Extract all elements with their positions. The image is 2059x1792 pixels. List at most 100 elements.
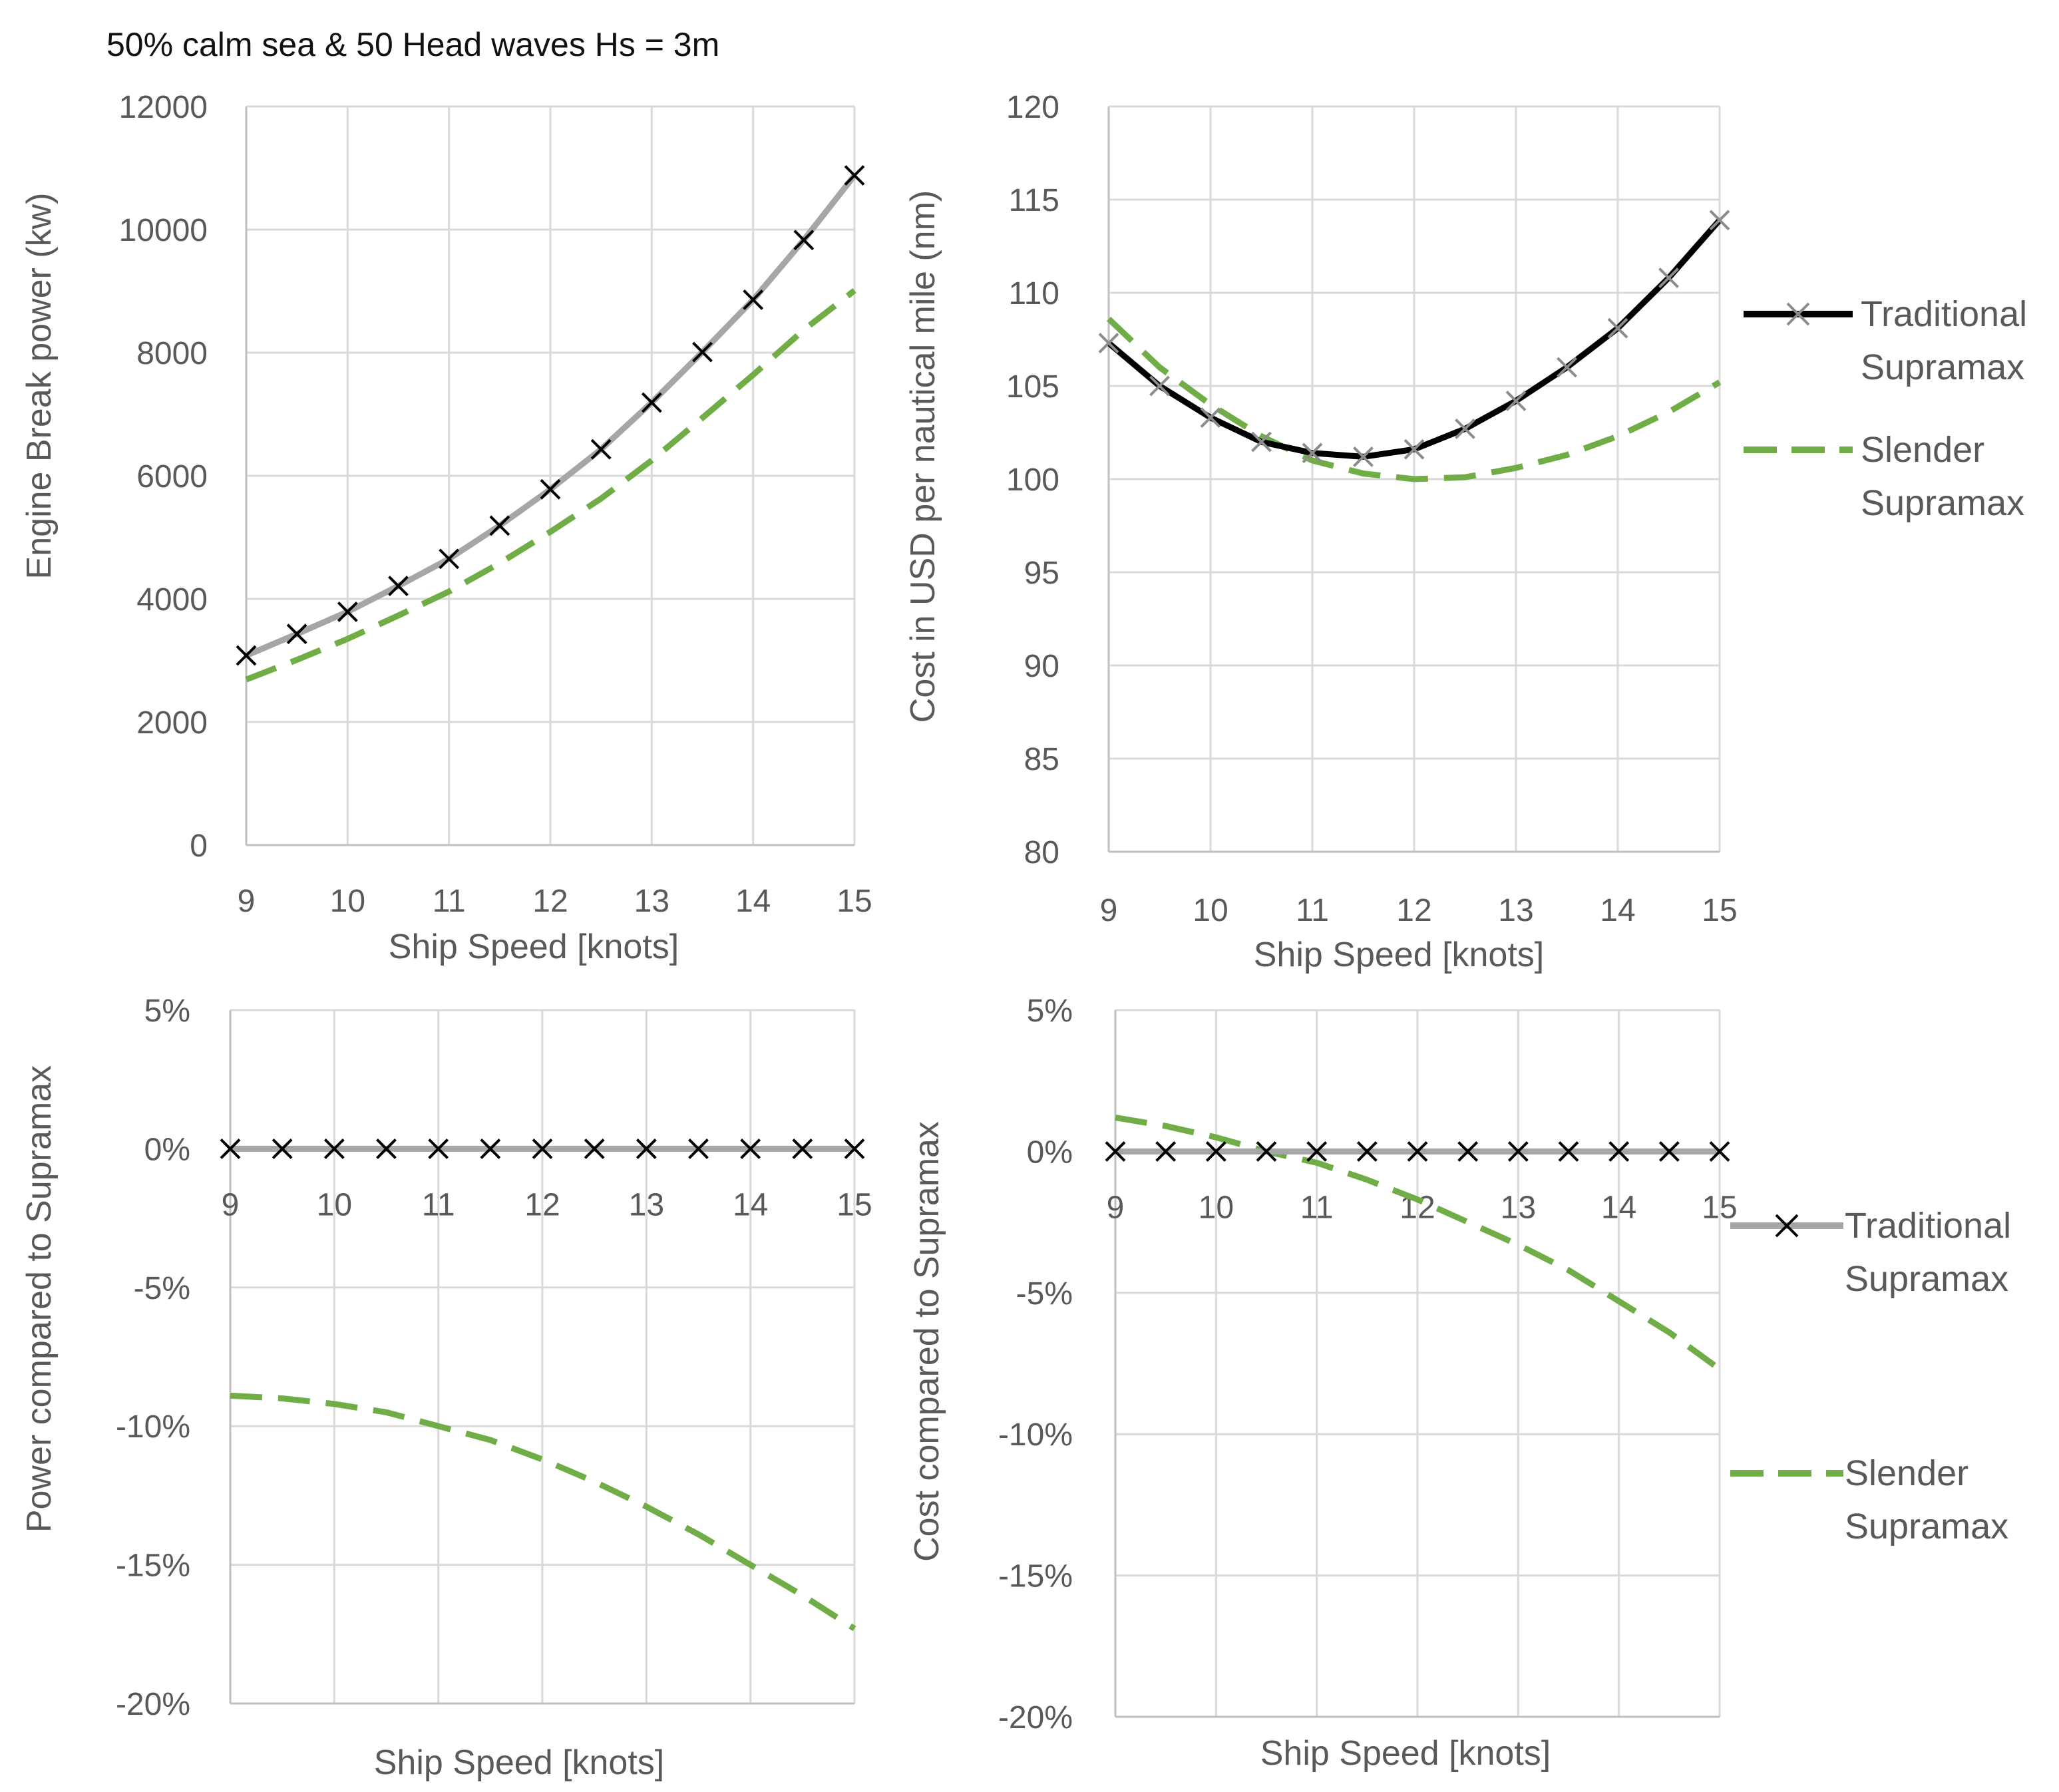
legend2-traditional-label-1: Traditional <box>1845 1206 2011 1246</box>
power-relative-chart: -20% -15% -10% -5% 0% 5% 9 10 11 12 13 14 15 Ship Sp… <box>20 993 872 1782</box>
cost-y-tick-label: 120 <box>1006 90 1059 125</box>
power-chart-y-axis-title: Engine Break power (kw) <box>20 193 59 580</box>
power_rel-y-tick-label: -15% <box>116 1548 190 1584</box>
power_rel-traditional-marker <box>220 1138 241 1159</box>
power-traditional-marker <box>286 624 307 645</box>
cost-traditional-marker <box>1149 375 1170 397</box>
cost_rel-traditional-marker <box>1608 1141 1630 1162</box>
cost-chart-y-axis-title: Cost in USD per nautical mile (nm) <box>904 190 942 723</box>
power-y-tick-label: 6000 <box>136 459 208 494</box>
power_rel-traditional-marker <box>532 1138 553 1159</box>
cost-traditional-marker <box>1098 333 1119 354</box>
power-traditional-marker <box>692 341 713 363</box>
cost_rel-series-slender-line <box>1115 1114 1722 1372</box>
power-traditional-marker <box>439 548 460 570</box>
power-x-tick-label: 12 <box>532 884 568 919</box>
cost-x-tick-label: 9 <box>1100 893 1118 928</box>
power-x-tick-label: 13 <box>634 884 669 919</box>
cost-traditional-marker <box>1607 317 1628 339</box>
power_rel-traditional-marker <box>844 1138 865 1159</box>
cost-y-tick-label: 115 <box>1008 183 1059 218</box>
cost_rel-traditional-marker <box>1306 1141 1328 1162</box>
cost-relative-chart-x-axis-title: Ship Speed [knots] <box>1260 1734 1551 1773</box>
cost-traditional-marker <box>1505 390 1527 411</box>
power-x-tick-label: 11 <box>433 884 466 919</box>
power_rel-traditional-marker <box>272 1138 293 1159</box>
cost-traditional-marker <box>1353 446 1374 467</box>
power-traditional-marker <box>388 576 409 596</box>
cost-y-tick-label: 80 <box>1024 835 1059 870</box>
cost_rel-x-tick-label: 11 <box>1300 1190 1334 1225</box>
cost-x-tick-label: 12 <box>1396 893 1431 928</box>
power_rel-y-tick-label: 5% <box>144 993 190 1029</box>
cost_rel-y-tick-label: 5% <box>1027 993 1073 1029</box>
power-traditional-marker <box>489 515 510 536</box>
cost-traditional-marker <box>1200 407 1221 429</box>
legend-traditional-label-1: Traditional <box>1861 294 2027 334</box>
legend-slender-label-1: Slender <box>1861 430 1984 470</box>
power-traditional-marker <box>743 289 764 310</box>
legend2-traditional-label-2: Supramax <box>1845 1259 2008 1299</box>
cost-traditional-marker <box>1404 439 1425 460</box>
power_rel-traditional-marker <box>480 1138 501 1159</box>
cost_rel-x-tick-label: 13 <box>1501 1190 1536 1225</box>
power_rel-traditional-marker <box>688 1138 709 1159</box>
power-chart: 0 2000 4000 6000 8000 10000 12000 9 10 11 12 13 14 15… <box>20 90 872 966</box>
power_rel-traditional-marker <box>792 1138 813 1159</box>
power_rel-traditional-marker <box>584 1138 605 1159</box>
cost-traditional-marker <box>1658 268 1679 289</box>
cost_rel-x-tick-label: 14 <box>1601 1190 1636 1225</box>
power-traditional-marker <box>793 230 815 251</box>
cost_rel-y-tick-label: -5% <box>1016 1276 1073 1312</box>
cost_rel-traditional-marker <box>1658 1141 1680 1162</box>
cost-chart: 80 85 90 95 100 105 110 115 120 9 10 11 12 13 14 15 Shi… <box>904 90 2027 974</box>
power-traditional-marker <box>540 478 561 500</box>
power_rel-y-tick-label: -5% <box>134 1271 190 1306</box>
power-series-slender-line <box>245 288 856 683</box>
cost-relative-chart-y-axis-title: Cost compared to Supramax <box>908 1121 946 1562</box>
power_rel-x-tick-label: 13 <box>629 1187 664 1222</box>
cost_rel-y-tick-label: -20% <box>998 1700 1073 1735</box>
power_rel-traditional-marker <box>376 1138 397 1159</box>
cost-y-tick-label: 85 <box>1024 742 1059 777</box>
cost_rel-traditional-marker <box>1709 1141 1730 1162</box>
cost-series-slender-line <box>1106 316 1722 482</box>
power_rel-traditional-marker <box>428 1138 449 1159</box>
legend-traditional-marker <box>1786 302 1810 326</box>
cost-relative-chart-legend: Traditional Supramax Slender Supramax <box>1730 1206 2011 1546</box>
power_rel-x-tick-label: 11 <box>422 1187 455 1222</box>
power-y-tick-label: 10000 <box>119 213 208 248</box>
cost-y-tick-label: 105 <box>1006 369 1059 405</box>
cost-x-tick-label: 11 <box>1296 893 1329 928</box>
cost_rel-traditional-marker <box>1105 1141 1126 1162</box>
power_rel-y-tick-label: 0% <box>144 1132 190 1167</box>
cost_rel-traditional-marker <box>1356 1141 1378 1162</box>
cost-traditional-marker <box>1302 443 1323 464</box>
cost_rel-traditional-marker <box>1457 1141 1479 1162</box>
cost-traditional-marker <box>1251 431 1272 452</box>
cost_rel-traditional-marker <box>1407 1141 1428 1162</box>
power-traditional-marker <box>236 645 257 666</box>
cost-traditional-marker <box>1557 357 1577 378</box>
power_rel-traditional-marker <box>636 1138 657 1159</box>
cost_rel-y-tick-label: -10% <box>998 1417 1073 1453</box>
figure-title: 50% calm sea & 50 Head waves Hs = 3m <box>106 26 719 63</box>
legend2-traditional-marker <box>1775 1214 1799 1238</box>
cost_rel-y-tick-label: -15% <box>998 1559 1073 1594</box>
power_rel-x-tick-label: 12 <box>524 1187 560 1222</box>
power_rel-x-tick-label: 10 <box>317 1187 352 1222</box>
cost-x-tick-label: 14 <box>1600 893 1635 928</box>
cost-chart-legend: Traditional Supramax Slender Supramax <box>1744 294 2027 523</box>
legend2-slender-label-2: Supramax <box>1845 1507 2008 1546</box>
power-x-tick-label: 15 <box>837 884 872 919</box>
cost-traditional-marker <box>1709 210 1730 231</box>
power_rel-traditional-marker <box>740 1138 761 1159</box>
power-traditional-marker <box>844 165 865 186</box>
power-x-tick-label: 14 <box>735 884 771 919</box>
cost_rel-traditional-marker <box>1507 1141 1529 1162</box>
cost_rel-traditional-marker <box>1205 1141 1226 1162</box>
cost-traditional-marker <box>1455 418 1475 439</box>
power-y-tick-label: 0 <box>190 828 208 864</box>
cost_rel-y-tick-label: 0% <box>1027 1135 1073 1170</box>
